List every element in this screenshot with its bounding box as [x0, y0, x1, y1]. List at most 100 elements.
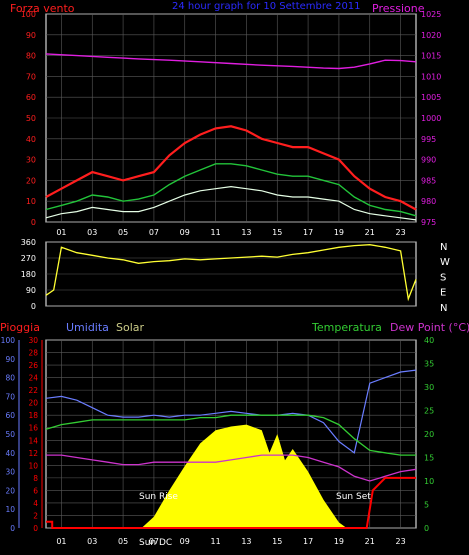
hour-tick-label: 17 [303, 537, 313, 546]
pressure-tick-label: 1010 [421, 72, 441, 81]
wind-speed-tick-label: 20 [26, 176, 36, 185]
rain-tick-label: 22 [28, 386, 38, 395]
humidity-tick-label: 100 [1, 336, 16, 345]
rain-tick-label: 20 [28, 399, 38, 408]
temperature-tick-label: 0 [424, 524, 429, 533]
rain-tick-label: 16 [28, 424, 38, 433]
humidity-tick-label: 30 [5, 468, 15, 477]
wind-speed-tick-label: 80 [26, 52, 36, 61]
pressure-tick-label: 980 [421, 197, 436, 206]
rain-tick-label: 2 [33, 511, 38, 520]
wind-speed-tick-label: 0 [31, 218, 36, 227]
chart-title: 24 hour graph for 10 Settembre 2011 [172, 1, 361, 12]
rain-tick-label: 6 [33, 486, 38, 495]
humidity-tick-label: 0 [10, 524, 15, 533]
sun-dc-label: Sun DC [139, 538, 172, 548]
humidity-tick-label: 40 [5, 449, 15, 458]
rain-tick-label: 30 [28, 336, 38, 345]
rain-tick-label: 12 [28, 449, 38, 458]
compass-label: E [440, 288, 446, 299]
rain-tick-label: 4 [33, 499, 38, 508]
temperature-tick-label: 30 [424, 383, 434, 392]
temperature-axis: 0 5 10 15 20 25 30 35 40 [424, 336, 434, 533]
dew-point-series [46, 454, 417, 482]
wind-speed-tick-label: 50 [26, 114, 36, 123]
hour-tick-label: 13 [241, 228, 251, 237]
pressure-label: Pressione [372, 2, 425, 15]
temperature-tick-label: 10 [424, 477, 434, 486]
hour-tick-label: 07 [149, 537, 159, 546]
rain-tick-label: 10 [28, 461, 38, 470]
hour-tick-label: 05 [118, 537, 128, 546]
wind-speed-tick-label: 70 [26, 72, 36, 81]
wind-direction-tick-label: 90 [26, 286, 36, 295]
rain-tick-label: 28 [28, 349, 38, 358]
hour-tick-label: 17 [303, 228, 313, 237]
temperature-tick-label: 15 [424, 454, 434, 463]
hour-tick-label: 19 [334, 537, 344, 546]
pressure-tick-label: 985 [421, 176, 436, 185]
humidity-tick-label: 50 [5, 430, 15, 439]
temperature-tick-label: 20 [424, 430, 434, 439]
hour-tick-label: 15 [272, 228, 282, 237]
rain-label: Pioggia [0, 321, 40, 334]
hour-axis-top: 01 03 05 07 09 11 13 15 17 19 21 23 [56, 228, 405, 237]
pressure-tick-label: 1005 [421, 93, 441, 102]
dew-point-label: Dew Point (°C) [390, 321, 469, 334]
pressure-tick-label: 1015 [421, 52, 441, 61]
humidity-tick-label: 10 [5, 505, 15, 514]
wind-speed-axis: 0 10 20 30 40 50 60 70 80 90 100 [21, 10, 36, 227]
wind-pressure-grid [46, 13, 416, 223]
pressure-axis: 975 980 985 990 995 1000 1005 1010 1015 1020 1025 [421, 10, 441, 227]
wind-direction-tick-label: 360 [21, 238, 36, 247]
pressure-series [45, 53, 417, 70]
wind-direction-tick-label: 0 [31, 302, 36, 311]
sun-rise-label: Sun Rise [139, 492, 178, 502]
wind-speed-tick-label: 30 [26, 156, 36, 165]
hour-tick-label: 15 [272, 537, 282, 546]
temperature-tick-label: 5 [424, 501, 429, 510]
rain-tick-label: 26 [28, 361, 38, 370]
hour-tick-label: 09 [180, 228, 190, 237]
wind-pressure-series [45, 53, 417, 221]
rain-tick-label: 0 [33, 524, 38, 533]
temperature-label: Temperatura [311, 321, 382, 334]
pressure-tick-label: 975 [421, 218, 436, 227]
wind-speed-tick-label: 10 [26, 197, 36, 206]
rain-tick-label: 8 [33, 474, 38, 483]
wind-gust-series [45, 125, 417, 211]
temperature-tick-label: 25 [424, 407, 434, 416]
hour-tick-label: 21 [365, 228, 375, 237]
pressure-tick-label: 990 [421, 156, 436, 165]
hour-tick-label: 23 [395, 228, 405, 237]
wind-speed-tick-label: 60 [26, 93, 36, 102]
solar-area [141, 424, 347, 528]
hour-tick-label: 03 [87, 537, 97, 546]
solar-label: Solar [116, 321, 145, 334]
rain-tick-label: 14 [28, 436, 38, 445]
compass-label: N [440, 303, 447, 314]
hour-tick-label: 03 [87, 228, 97, 237]
wind-force-label: Forza vento [10, 2, 75, 15]
humidity-tick-label: 80 [5, 374, 15, 383]
hour-tick-label: 21 [365, 537, 375, 546]
hour-tick-label: 11 [210, 228, 220, 237]
compass-label: S [440, 272, 446, 283]
humidity-axis: 0 10 20 30 40 50 60 70 80 90 100 [1, 336, 16, 533]
humidity-tick-label: 20 [5, 486, 15, 495]
rain-series [46, 476, 416, 529]
pressure-tick-label: 1025 [421, 10, 441, 19]
temperature-tick-label: 40 [424, 336, 434, 345]
temperature-tick-label: 35 [424, 360, 434, 369]
sun-set-label: Sun Set [336, 492, 371, 502]
hour-tick-label: 11 [210, 537, 220, 546]
wind-minimum-series [45, 185, 417, 221]
wind-direction-series [45, 244, 417, 302]
hour-tick-label: 01 [56, 228, 66, 237]
pressure-tick-label: 1000 [421, 114, 441, 123]
humidity-series [45, 369, 417, 454]
wind-speed-tick-label: 90 [26, 31, 36, 40]
